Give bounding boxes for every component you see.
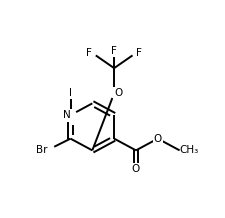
Text: N: N xyxy=(63,110,70,120)
Text: F: F xyxy=(111,46,117,56)
Text: F: F xyxy=(135,48,141,58)
Text: Br: Br xyxy=(35,145,47,155)
Text: O: O xyxy=(131,164,140,174)
Text: O: O xyxy=(114,88,122,98)
Text: I: I xyxy=(69,88,72,98)
Text: O: O xyxy=(153,134,161,144)
Text: F: F xyxy=(86,48,92,58)
Text: CH₃: CH₃ xyxy=(179,145,198,155)
